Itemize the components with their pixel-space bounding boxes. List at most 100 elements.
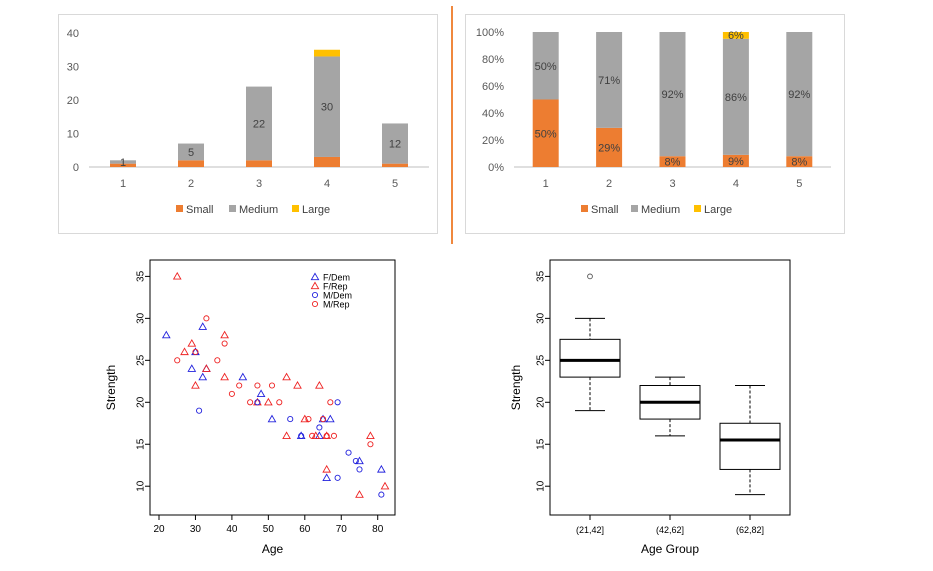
bar-large-4 <box>722 32 749 39</box>
legend-swatch-small <box>581 205 588 212</box>
point-m-rep <box>174 357 181 364</box>
legend-label: F/Dem <box>323 273 350 283</box>
legend-marker-m-rep <box>311 300 319 308</box>
point-f-rep <box>366 431 375 440</box>
data-label: 30 <box>321 102 333 114</box>
data-label: 12 <box>389 139 401 151</box>
x-tick-label: 1 <box>120 178 126 190</box>
point-f-rep <box>263 397 273 406</box>
point-f-rep <box>282 372 291 381</box>
x-tick-label: 1 <box>543 178 549 190</box>
point-f-rep <box>380 481 390 490</box>
x-tick-label: 4 <box>324 178 330 190</box>
point-m-rep <box>254 382 261 389</box>
x-tick-label: 30 <box>190 524 202 535</box>
data-label: 29% <box>598 142 620 154</box>
y-tick-label: 35 <box>136 270 147 282</box>
box-chart: 10 15 20 25 30 35 Age Group Strength (21,42] (42,… <box>509 259 791 556</box>
point-m-rep <box>203 315 210 322</box>
x-tick-label: 60 <box>299 524 311 535</box>
point-f-rep <box>355 490 364 498</box>
x-tick-label: (42,62] <box>656 525 684 535</box>
x-tick-label: 5 <box>392 178 398 190</box>
point-f-rep <box>202 364 211 372</box>
point-f-dem <box>238 372 248 381</box>
y-tick-label: 0 <box>73 162 79 174</box>
percent-stacked-chart: 0% 20% 40% 60% 80% 100% 50% 50% 1 29% 71% 2 8% 92% 3 9%… <box>476 27 831 216</box>
data-label: 9% <box>728 156 744 168</box>
x-tick-label: 3 <box>669 178 675 190</box>
point-m-dem <box>334 474 341 481</box>
point-f-dem <box>198 372 208 381</box>
y-axis-label: Strength <box>104 365 118 410</box>
point-f-rep <box>180 347 189 356</box>
y-tick-label: 25 <box>136 354 147 366</box>
point-f-rep <box>187 339 197 347</box>
bar-medium-3 <box>246 86 272 161</box>
y-tick-label: 20 <box>536 396 547 408</box>
x-axis-label: Age Group <box>641 542 699 556</box>
point-f-rep <box>220 372 229 381</box>
data-label: 8% <box>791 157 807 169</box>
point-f-dem <box>202 364 211 372</box>
point-f-rep <box>311 431 321 440</box>
x-tick-label: 4 <box>733 178 739 190</box>
y-tick-label: 25 <box>536 354 547 366</box>
plot-frame <box>149 259 396 516</box>
point-m-dem <box>196 407 203 414</box>
bar-medium-4 <box>722 38 749 155</box>
bar-small-1 <box>532 99 559 167</box>
x-tick-label: (62,82] <box>736 525 764 535</box>
x-tick-label: 20 <box>153 524 165 535</box>
data-label: 6% <box>728 30 744 42</box>
y-tick-label: 15 <box>136 438 147 450</box>
x-axis-label: Age <box>262 542 284 556</box>
x-tick-label: 3 <box>256 178 262 190</box>
bar-medium-2 <box>178 143 204 161</box>
point-f-rep <box>293 380 302 389</box>
y-tick-label: 35 <box>536 270 547 282</box>
stacked-count-chart-panel: 0 10 20 30 40 1 1 5 2 22 3 30 4 12 5 Small Medium Large <box>58 14 438 234</box>
y-tick-label: 40% <box>482 108 504 120</box>
point-f-dem <box>198 322 208 330</box>
bar-medium-5 <box>786 32 813 157</box>
data-label: 50% <box>535 61 557 73</box>
bar-small-5 <box>382 163 408 167</box>
legend-label: Small <box>591 204 619 216</box>
y-tick-label: 30 <box>67 62 79 74</box>
point-m-dem <box>287 416 294 423</box>
x-tick-label: 5 <box>796 178 802 190</box>
point-m-dem <box>352 457 359 465</box>
point-m-dem <box>345 449 352 456</box>
bar-large-4 <box>314 49 340 57</box>
bar-small-5 <box>786 156 813 167</box>
point-f-dem <box>256 389 266 398</box>
point-f-rep <box>282 431 291 440</box>
point-f-rep <box>300 414 310 423</box>
y-tick-label: 10 <box>136 480 147 492</box>
y-tick-label: 10 <box>536 480 547 492</box>
bar-medium-1 <box>110 160 136 164</box>
bar-small-3 <box>659 156 686 167</box>
legend-label: Large <box>704 204 732 216</box>
point-m-dem <box>316 424 323 431</box>
panel-divider <box>451 6 453 244</box>
point-m-rep <box>305 416 312 423</box>
point-f-dem <box>315 431 324 440</box>
bar-medium-3 <box>659 32 686 157</box>
y-tick-label: 30 <box>136 312 147 324</box>
bar-small-1 <box>110 163 136 167</box>
legend-marker-f-dem <box>310 272 320 281</box>
data-label: 5 <box>188 147 194 159</box>
point-f-dem <box>267 414 277 423</box>
legend-label: Small <box>186 204 214 216</box>
legend-swatch-large <box>694 205 701 212</box>
point-f-dem <box>322 473 332 481</box>
y-tick-label: 40 <box>67 28 79 40</box>
legend-label: M/Dem <box>323 291 352 301</box>
legend-swatch-medium <box>229 205 236 212</box>
x-tick-label: 80 <box>372 524 384 535</box>
data-label: 71% <box>598 75 620 87</box>
bar-small-4 <box>314 156 340 167</box>
